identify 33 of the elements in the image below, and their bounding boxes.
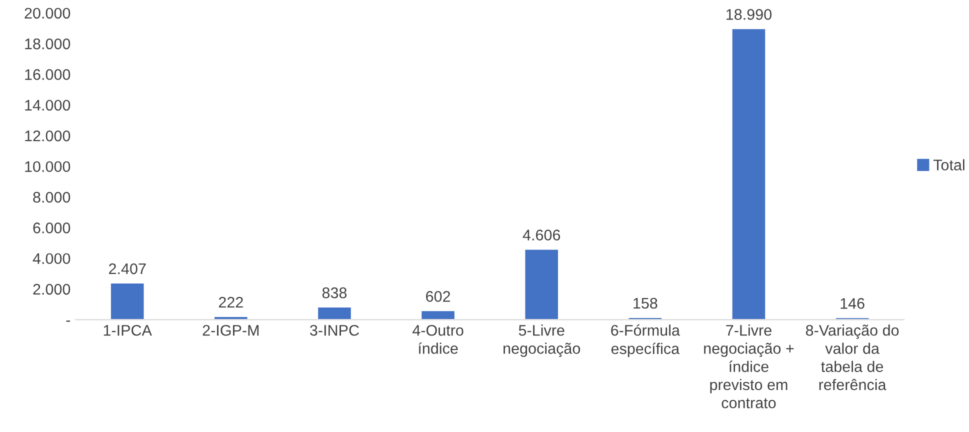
bar <box>420 310 456 320</box>
x-tick-label: 6-Fórmula específica <box>611 324 680 358</box>
y-tick-label: 4.000 <box>32 253 70 264</box>
y-tick-label: 16.000 <box>25 69 70 80</box>
data-label: 4.606 <box>522 230 560 240</box>
y-tick-label: 10.000 <box>25 161 70 172</box>
data-label: 158 <box>634 298 658 309</box>
x-tick-label: 3-INPC <box>310 324 359 336</box>
x-tick-label: 1-IPCA <box>104 324 152 336</box>
y-tick-label: 12.000 <box>25 130 70 142</box>
x-tick-label: 4-Outro índice <box>412 324 464 354</box>
bar <box>524 248 560 320</box>
legend-label: Total <box>933 159 964 170</box>
y-tick-label: 14.000 <box>25 100 70 111</box>
y-tick-label: 8.000 <box>33 192 70 203</box>
x-tick-label: 8-Variação do valor da tabela de referência <box>806 324 899 390</box>
data-label: 602 <box>426 291 450 302</box>
data-label: 2.407 <box>109 263 146 274</box>
x-tick-label: 5-Livre negociação <box>504 324 580 357</box>
bar <box>730 28 767 320</box>
bar <box>110 282 146 320</box>
x-tick-label: 2-IGP-M <box>202 324 259 336</box>
data-label: 18.990 <box>726 9 772 20</box>
x-tick-label: 7-Livre negociação + índice previsto em contrato <box>704 324 794 408</box>
data-label: 838 <box>322 287 347 298</box>
data-label: 222 <box>218 296 243 308</box>
data-label: 146 <box>840 298 864 309</box>
y-tick-label: 2.000 <box>33 284 70 295</box>
y-tick-label: 20.000 <box>24 8 70 19</box>
y-tick-label: - <box>66 320 70 322</box>
y-tick-label: 6.000 <box>33 222 70 234</box>
bar <box>316 306 352 320</box>
y-tick-label: 18.000 <box>25 38 70 50</box>
